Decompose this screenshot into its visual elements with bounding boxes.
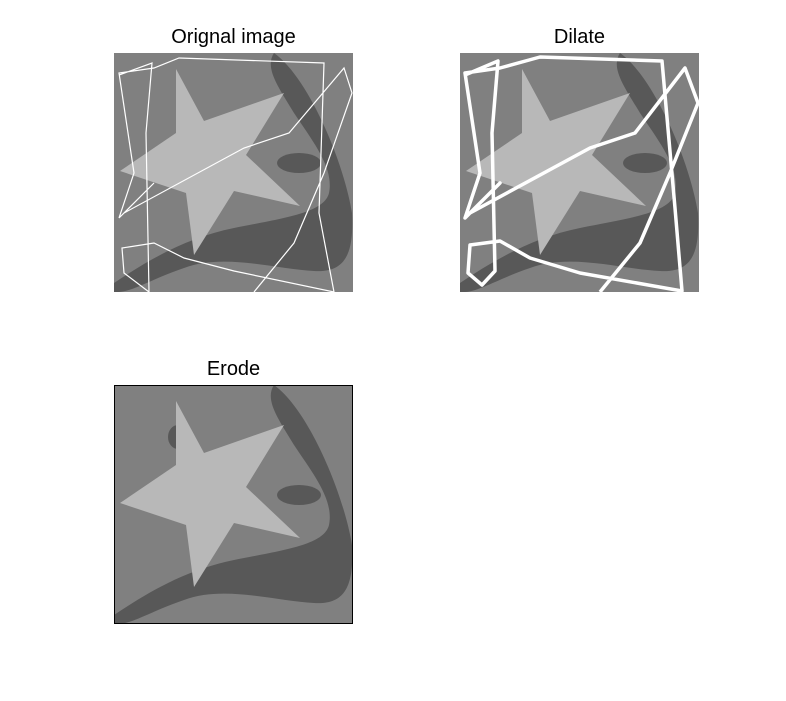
erode-image <box>114 385 353 624</box>
dark-blob <box>623 153 667 173</box>
dilate-panel: Dilate <box>460 26 699 292</box>
dilate-image <box>460 53 699 292</box>
original-image-title: Orignal image <box>171 26 296 48</box>
star-shape <box>120 69 300 255</box>
scribble-lines <box>463 55 699 292</box>
dilate-title: Dilate <box>553 26 606 48</box>
scribble-lines <box>118 57 353 292</box>
dark-crescent-shape <box>114 53 353 292</box>
dark-crescent-shape <box>114 385 353 624</box>
dark-crescent-shape <box>460 53 699 292</box>
star-shape <box>466 69 646 255</box>
original-image <box>114 53 353 292</box>
star-shape <box>120 401 300 587</box>
original-image-panel: Orignal image <box>114 26 353 292</box>
dark-blob <box>277 153 321 173</box>
dark-blob <box>277 485 321 505</box>
erode-title: Erode <box>206 358 261 380</box>
image-frame <box>114 385 353 624</box>
erode-panel: Erode <box>114 358 353 624</box>
